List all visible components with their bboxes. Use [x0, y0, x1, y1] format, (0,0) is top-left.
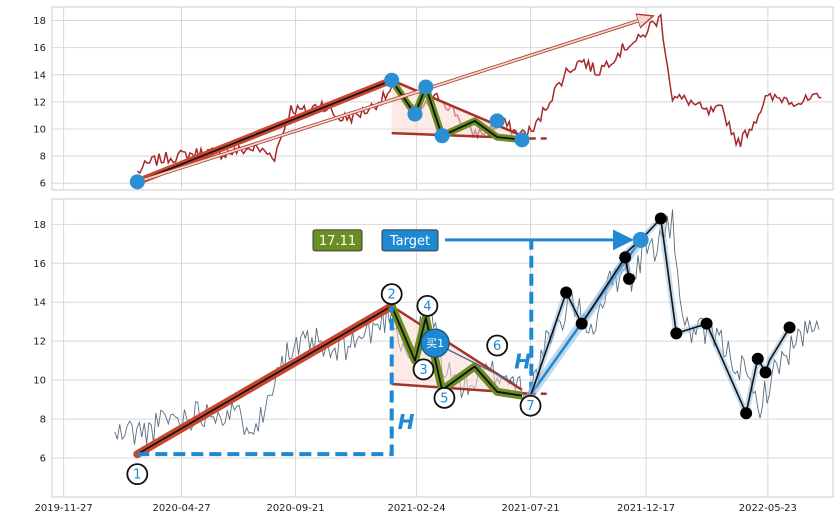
top-triangle-fill [391, 80, 530, 139]
bottom-ytick-label: 8 [40, 415, 46, 426]
pattern-point-circle [486, 334, 509, 357]
bottom-pivot-point [759, 366, 772, 379]
pattern-point-circle [380, 283, 403, 306]
top-pivot-point [407, 106, 423, 122]
bottom-pivot-point [575, 317, 588, 330]
buy-marker-label: 买1 [426, 337, 444, 350]
pattern-point-label: 2 [388, 288, 396, 303]
top-ytick-label: 18 [33, 16, 46, 27]
top-ytick-label: 16 [33, 43, 46, 54]
top-ytick-label: 12 [33, 97, 46, 108]
bottom-xtick-label: 2020-09-21 [266, 503, 324, 514]
bottom-pivot-point [783, 321, 796, 334]
bottom-pivot-point [560, 286, 573, 299]
top-pivot-point [384, 72, 400, 88]
top-projection-arrow [137, 16, 651, 183]
top-pivot-point [418, 79, 434, 95]
top-pivot-point [489, 113, 505, 129]
bottom-pivot-point [670, 327, 683, 340]
bottom-projection-label: H [514, 349, 531, 373]
target-badge-text: Target [389, 234, 430, 249]
bottom-pivot-point [619, 251, 632, 264]
pattern-point-circle [412, 358, 435, 381]
top-ytick-label: 10 [33, 125, 46, 136]
bottom-pivot-point [751, 352, 764, 365]
pattern-point-label: 7 [526, 399, 534, 414]
top-pivot-point [129, 174, 145, 190]
pattern-point-circle [416, 294, 439, 317]
bottom-ytick-label: 10 [33, 376, 46, 387]
top-trend-line-core [137, 79, 392, 183]
bottom-pivot-point [623, 272, 636, 285]
bottom-xtick-label: 2020-04-27 [152, 503, 210, 514]
bottom-ytick-label: 14 [33, 298, 46, 309]
bottom-trend-line-core [136, 305, 393, 455]
pattern-point-label: 5 [440, 391, 448, 406]
bottom-xtick-label: 2021-07-21 [501, 503, 559, 514]
bottom-target-marker [632, 231, 649, 248]
pattern-point-label: 4 [423, 299, 431, 314]
pattern-point-circle [519, 394, 542, 417]
pattern-point-circle [126, 463, 149, 486]
target-badge [381, 229, 439, 252]
price-badge [312, 229, 363, 252]
bottom-xtick-label: 2021-02-24 [387, 503, 445, 514]
top-pivot-point [434, 128, 450, 144]
bottom-ytick-label: 6 [40, 454, 46, 465]
bottom-xtick-label: 2021-12-17 [617, 503, 675, 514]
bottom-ytick-label: 18 [33, 220, 46, 231]
bottom-xtick-label: 2019-11-27 [35, 503, 93, 514]
bottom-ytick-label: 12 [33, 337, 46, 348]
top-plot-area [51, 6, 834, 191]
bottom-ytick-label: 16 [33, 259, 46, 270]
price-badge-text: 17.11 [319, 234, 356, 249]
pattern-point-label: 1 [133, 468, 141, 483]
top-ytick-label: 14 [33, 70, 46, 81]
top-gridlines [52, 7, 833, 190]
buy-marker [420, 328, 450, 358]
pattern-point-label: 3 [419, 363, 427, 378]
bottom-pivot-point [654, 212, 667, 225]
top-pivot-point [514, 132, 530, 148]
bottom-pivot-point [700, 317, 713, 330]
bottom-height-measure [137, 306, 394, 457]
top-ytick-label: 8 [40, 152, 46, 163]
top-panel: 6 8 10 12 14 16 18 [33, 6, 834, 191]
bottom-height-label: H [398, 410, 415, 434]
bottom-xtick-label: 2022-05-23 [739, 503, 797, 514]
bottom-pivot-point [740, 407, 753, 420]
pattern-point-label: 6 [493, 339, 501, 354]
top-ytick-label: 6 [40, 179, 46, 190]
pattern-point-circle [433, 386, 456, 409]
